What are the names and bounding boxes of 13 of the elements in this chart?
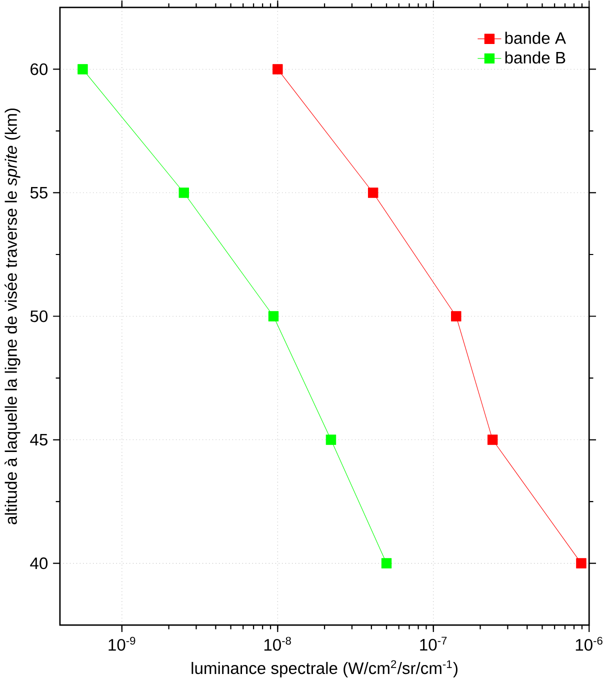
x-axis-title: luminance spectrale (W/cm$^{2}$/sr/cm$^{-1}$) bbox=[192, 660, 458, 678]
y-tick-label: 45 bbox=[30, 434, 48, 446]
x-tick-label: 10$^{-8}$ bbox=[264, 636, 291, 651]
x-tick-label: 10$^{-9}$ bbox=[108, 636, 136, 651]
legend-label: bande B bbox=[505, 51, 566, 64]
x-tick-label: 10$^{-6}$ bbox=[576, 636, 602, 651]
x-tick-label: 10$^{-7}$ bbox=[420, 636, 447, 651]
y-tick-label: 55 bbox=[30, 186, 48, 199]
y-axis-title: altitude à laquelle la ligne de visée traverse le sprite (km) bbox=[4, 108, 20, 524]
y-tick-label: 50 bbox=[30, 310, 48, 322]
y-tick-label: 40 bbox=[30, 557, 48, 570]
y-tick-label: 60 bbox=[30, 63, 48, 76]
legend-label: bande A bbox=[505, 32, 566, 44]
